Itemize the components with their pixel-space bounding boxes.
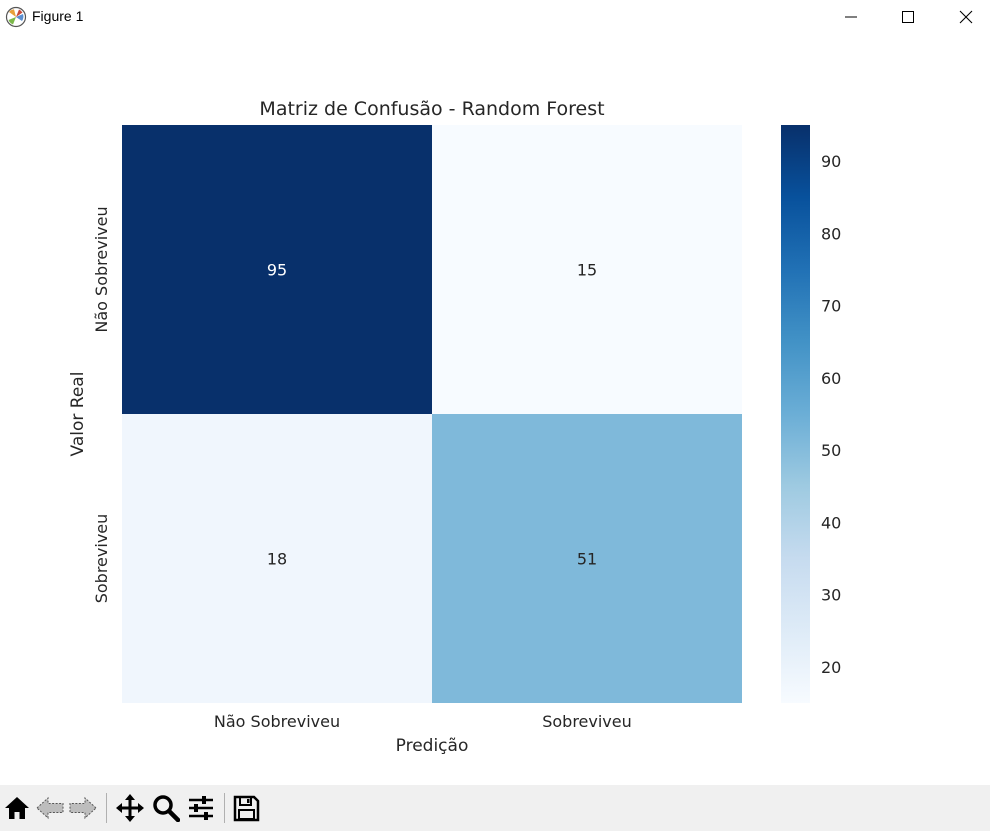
maximize-button[interactable] (879, 0, 937, 34)
save-icon (233, 795, 260, 822)
zoom-icon (153, 795, 180, 822)
forward-button[interactable] (66, 791, 100, 825)
matplotlib-icon (5, 6, 27, 28)
chart-title: Matriz de Confusão - Random Forest (259, 98, 604, 120)
colorbar-tick-label: 30 (821, 586, 841, 605)
colorbar-tick-label: 60 (821, 369, 841, 388)
colorbar-tick-label: 70 (821, 297, 841, 316)
y-axis-label: Valor Real (68, 372, 88, 457)
configure-subplots-button[interactable] (184, 791, 218, 825)
navigation-toolbar (0, 785, 990, 831)
cell-value-label: 15 (577, 261, 597, 280)
cell-value-label: 95 (267, 261, 287, 280)
save-button[interactable] (229, 791, 263, 825)
confusion-matrix-chart: Matriz de Confusão - Random Forest Predi… (68, 98, 841, 756)
close-icon (959, 10, 973, 24)
y-tick-label: Não Sobreviveu (92, 206, 111, 332)
heatmap-cells: 95 15 18 51 (122, 125, 742, 703)
forward-icon (69, 796, 97, 820)
colorbar-tick-label: 50 (821, 441, 841, 460)
cell-value-label: 18 (267, 550, 287, 569)
back-icon (36, 796, 64, 820)
cell-value-label: 51 (577, 550, 597, 569)
zoom-button[interactable] (149, 791, 183, 825)
toolbar-separator (224, 793, 225, 823)
figure-canvas[interactable]: Matriz de Confusão - Random Forest Predi… (0, 34, 990, 785)
x-tick-label: Não Sobreviveu (214, 712, 340, 731)
home-icon (5, 797, 29, 819)
y-tick-labels: Não Sobreviveu Sobreviveu (92, 206, 111, 603)
heatmap-cell (122, 125, 432, 414)
window-titlebar: Figure 1 (0, 0, 990, 34)
colorbar-tick-label: 80 (821, 224, 841, 243)
minimize-icon (845, 16, 857, 18)
maximize-icon (902, 11, 914, 23)
y-tick-label: Sobreviveu (92, 514, 111, 604)
colorbar-tick-label: 40 (821, 513, 841, 532)
heatmap-cell (122, 414, 432, 703)
minimize-button[interactable] (822, 0, 880, 34)
x-tick-label: Sobreviveu (542, 712, 632, 731)
colorbar-tick-label: 90 (821, 152, 841, 171)
x-tick-labels: Não Sobreviveu Sobreviveu (214, 712, 632, 731)
colorbar-tick-labels: 20 30 40 50 60 70 80 90 (821, 152, 841, 677)
toolbar-separator (106, 793, 107, 823)
close-button[interactable] (937, 0, 990, 34)
home-button[interactable] (0, 791, 34, 825)
pan-button[interactable] (113, 791, 147, 825)
colorbar-tick-label: 20 (821, 658, 841, 677)
x-axis-label: Predição (396, 736, 469, 756)
configure-subplots-icon (189, 796, 213, 820)
window-title: Figure 1 (32, 8, 84, 24)
heatmap-cell (432, 125, 742, 414)
colorbar (781, 125, 810, 703)
heatmap-cell (432, 414, 742, 703)
pan-icon (116, 794, 144, 822)
back-button[interactable] (33, 791, 67, 825)
